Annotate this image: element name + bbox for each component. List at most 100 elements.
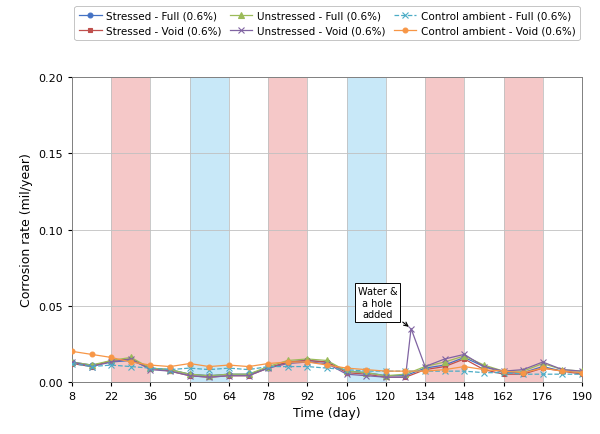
Unstressed - Void (0.6%) bbox=[107, 359, 115, 365]
Stressed - Full (0.6%) bbox=[127, 358, 134, 363]
Stressed - Full (0.6%) bbox=[226, 372, 233, 377]
Line: Control ambient - Void (0.6%): Control ambient - Void (0.6%) bbox=[70, 349, 584, 375]
Unstressed - Full (0.6%) bbox=[461, 353, 468, 358]
Stressed - Void (0.6%) bbox=[245, 373, 252, 378]
Stressed - Void (0.6%) bbox=[127, 357, 134, 362]
Unstressed - Void (0.6%) bbox=[245, 373, 252, 378]
Control ambient - Full (0.6%) bbox=[127, 364, 134, 369]
Control ambient - Full (0.6%) bbox=[284, 364, 292, 369]
Stressed - Full (0.6%) bbox=[107, 359, 115, 365]
Bar bbox=[190, 78, 229, 382]
Unstressed - Void (0.6%) bbox=[127, 357, 134, 362]
Stressed - Full (0.6%) bbox=[421, 365, 428, 371]
Unstressed - Void (0.6%) bbox=[382, 375, 389, 380]
Control ambient - Void (0.6%) bbox=[245, 364, 252, 369]
Control ambient - Void (0.6%) bbox=[147, 363, 154, 368]
Unstressed - Full (0.6%) bbox=[147, 365, 154, 371]
Stressed - Void (0.6%) bbox=[206, 375, 213, 380]
Unstressed - Full (0.6%) bbox=[284, 358, 292, 363]
Control ambient - Void (0.6%) bbox=[206, 364, 213, 369]
Unstressed - Full (0.6%) bbox=[88, 363, 95, 368]
Unstressed - Void (0.6%) bbox=[402, 375, 409, 380]
Control ambient - Full (0.6%) bbox=[323, 365, 331, 371]
Control ambient - Void (0.6%) bbox=[166, 364, 173, 369]
Control ambient - Full (0.6%) bbox=[362, 369, 370, 374]
Stressed - Void (0.6%) bbox=[343, 370, 350, 375]
Stressed - Void (0.6%) bbox=[284, 359, 292, 365]
Control ambient - Full (0.6%) bbox=[245, 367, 252, 372]
Stressed - Void (0.6%) bbox=[226, 373, 233, 378]
Stressed - Full (0.6%) bbox=[402, 373, 409, 378]
Stressed - Full (0.6%) bbox=[166, 367, 173, 372]
Control ambient - Void (0.6%) bbox=[284, 359, 292, 365]
Control ambient - Full (0.6%) bbox=[559, 372, 566, 377]
Unstressed - Void (0.6%) bbox=[500, 369, 507, 374]
Stressed - Void (0.6%) bbox=[323, 359, 331, 365]
Stressed - Void (0.6%) bbox=[520, 372, 527, 377]
Unstressed - Full (0.6%) bbox=[362, 370, 370, 375]
Stressed - Full (0.6%) bbox=[539, 364, 547, 369]
Text: Water &
a hole
added: Water & a hole added bbox=[358, 286, 408, 326]
Unstressed - Full (0.6%) bbox=[421, 364, 428, 369]
Unstressed - Full (0.6%) bbox=[206, 373, 213, 378]
Line: Stressed - Void (0.6%): Stressed - Void (0.6%) bbox=[70, 357, 584, 380]
Stressed - Void (0.6%) bbox=[304, 358, 311, 363]
Control ambient - Void (0.6%) bbox=[421, 369, 428, 374]
Stressed - Full (0.6%) bbox=[206, 373, 213, 378]
Stressed - Full (0.6%) bbox=[362, 370, 370, 375]
Control ambient - Full (0.6%) bbox=[107, 363, 115, 368]
Control ambient - Void (0.6%) bbox=[226, 363, 233, 368]
Control ambient - Full (0.6%) bbox=[382, 369, 389, 374]
Control ambient - Full (0.6%) bbox=[441, 369, 448, 374]
Unstressed - Full (0.6%) bbox=[539, 361, 547, 366]
Stressed - Full (0.6%) bbox=[68, 359, 76, 365]
Unstressed - Full (0.6%) bbox=[382, 373, 389, 378]
Stressed - Void (0.6%) bbox=[147, 365, 154, 371]
Stressed - Full (0.6%) bbox=[284, 359, 292, 365]
Unstressed - Full (0.6%) bbox=[107, 358, 115, 363]
Stressed - Void (0.6%) bbox=[166, 369, 173, 374]
Bar bbox=[503, 78, 543, 382]
Unstressed - Void (0.6%) bbox=[284, 361, 292, 366]
Stressed - Full (0.6%) bbox=[461, 355, 468, 360]
Control ambient - Full (0.6%) bbox=[68, 361, 76, 366]
Control ambient - Void (0.6%) bbox=[441, 367, 448, 372]
Unstressed - Full (0.6%) bbox=[559, 367, 566, 372]
Stressed - Full (0.6%) bbox=[520, 370, 527, 375]
Control ambient - Full (0.6%) bbox=[578, 372, 586, 377]
Unstressed - Full (0.6%) bbox=[226, 372, 233, 377]
Stressed - Full (0.6%) bbox=[265, 365, 272, 371]
Control ambient - Full (0.6%) bbox=[88, 364, 95, 369]
Unstressed - Full (0.6%) bbox=[166, 367, 173, 372]
Stressed - Full (0.6%) bbox=[441, 363, 448, 368]
Unstressed - Void (0.6%) bbox=[578, 369, 586, 374]
Control ambient - Void (0.6%) bbox=[343, 365, 350, 371]
Stressed - Void (0.6%) bbox=[461, 357, 468, 362]
Control ambient - Void (0.6%) bbox=[323, 363, 331, 368]
Unstressed - Void (0.6%) bbox=[88, 364, 95, 369]
Control ambient - Void (0.6%) bbox=[559, 369, 566, 374]
Bar bbox=[425, 78, 464, 382]
Control ambient - Void (0.6%) bbox=[265, 361, 272, 366]
Stressed - Full (0.6%) bbox=[245, 372, 252, 377]
Stressed - Full (0.6%) bbox=[343, 369, 350, 374]
Control ambient - Void (0.6%) bbox=[304, 359, 311, 365]
Unstressed - Void (0.6%) bbox=[520, 367, 527, 372]
Control ambient - Void (0.6%) bbox=[68, 349, 76, 354]
Control ambient - Full (0.6%) bbox=[206, 367, 213, 372]
Control ambient - Full (0.6%) bbox=[343, 367, 350, 372]
Unstressed - Void (0.6%) bbox=[343, 372, 350, 377]
Control ambient - Void (0.6%) bbox=[520, 370, 527, 375]
Unstressed - Full (0.6%) bbox=[245, 372, 252, 377]
Bar bbox=[111, 78, 151, 382]
Stressed - Void (0.6%) bbox=[382, 375, 389, 380]
Unstressed - Void (0.6%) bbox=[206, 375, 213, 380]
Stressed - Full (0.6%) bbox=[481, 364, 488, 369]
Unstressed - Full (0.6%) bbox=[500, 369, 507, 374]
Unstressed - Void (0.6%) bbox=[407, 326, 415, 332]
Control ambient - Full (0.6%) bbox=[421, 369, 428, 374]
Unstressed - Void (0.6%) bbox=[304, 359, 311, 365]
Unstressed - Void (0.6%) bbox=[147, 367, 154, 372]
Stressed - Void (0.6%) bbox=[186, 373, 193, 378]
Control ambient - Void (0.6%) bbox=[88, 352, 95, 357]
